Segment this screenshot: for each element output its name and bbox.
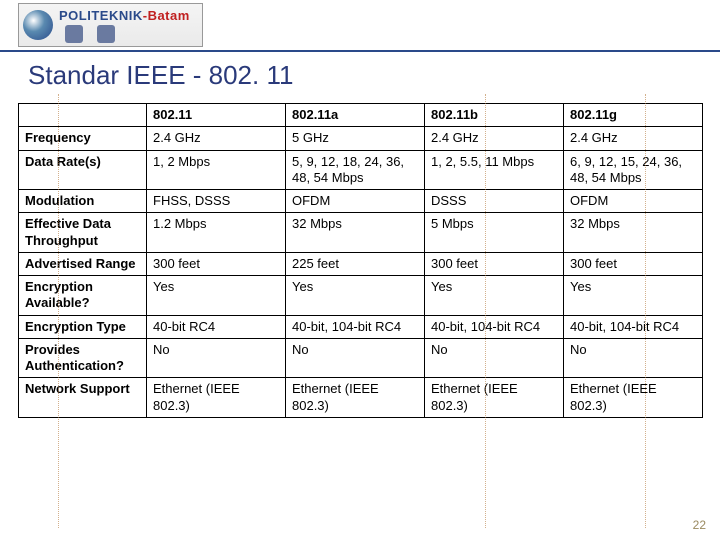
table-cell: 32 Mbps [286,213,425,253]
table-cell: 1.2 Mbps [147,213,286,253]
table-cell: Yes [425,276,564,316]
table-row: Frequency 2.4 GHz 5 GHz 2.4 GHz 2.4 GHz [19,127,703,150]
page-title: Standar IEEE - 802. 11 [0,52,720,103]
table-cell: 5 GHz [286,127,425,150]
table-cell: 1, 2 Mbps [147,150,286,190]
row-label: Provides Authentication? [19,338,147,378]
comparison-table: 802.11 802.11a 802.11b 802.11g Frequency… [18,103,703,418]
placeholder-guide [645,94,646,528]
table-cell: 300 feet [425,252,564,275]
row-label: Network Support [19,378,147,418]
table-cell: No [147,338,286,378]
table-cell: 40-bit, 104-bit RC4 [286,315,425,338]
page-number: 22 [693,518,706,532]
table-cell: 300 feet [564,252,703,275]
table-cell: Ethernet (IEEE 802.3) [147,378,286,418]
table-header-cell [19,104,147,127]
table-cell: 32 Mbps [564,213,703,253]
table-cell: 300 feet [147,252,286,275]
table-row: Data Rate(s) 1, 2 Mbps 5, 9, 12, 18, 24,… [19,150,703,190]
table-cell: 40-bit, 104-bit RC4 [425,315,564,338]
table-cell: Ethernet (IEEE 802.3) [425,378,564,418]
table-header-cell: 802.11 [147,104,286,127]
table-row: Provides Authentication? No No No No [19,338,703,378]
table-cell: 2.4 GHz [425,127,564,150]
table-cell: 1, 2, 5.5, 11 Mbps [425,150,564,190]
table-row: Encryption Available? Yes Yes Yes Yes [19,276,703,316]
logo-secondary-text: -Batam [143,8,190,23]
table-cell: 6, 9, 12, 15, 24, 36, 48, 54 Mbps [564,150,703,190]
table-row: Network Support Ethernet (IEEE 802.3) Et… [19,378,703,418]
table-cell: 2.4 GHz [147,127,286,150]
comparison-table-wrap: 802.11 802.11a 802.11b 802.11g Frequency… [0,103,720,418]
row-label: Effective Data Throughput [19,213,147,253]
placeholder-guide [58,94,59,528]
table-cell: 5, 9, 12, 18, 24, 36, 48, 54 Mbps [286,150,425,190]
table-header-row: 802.11 802.11a 802.11b 802.11g [19,104,703,127]
logo-sublogos [65,25,190,43]
mini-logo-icon [97,25,115,43]
table-body: Frequency 2.4 GHz 5 GHz 2.4 GHz 2.4 GHz … [19,127,703,418]
table-cell: 40-bit RC4 [147,315,286,338]
row-label: Encryption Available? [19,276,147,316]
table-cell: Ethernet (IEEE 802.3) [564,378,703,418]
table-cell: 225 feet [286,252,425,275]
logo-primary-text: POLITEKNIK [59,8,143,23]
table-cell: Ethernet (IEEE 802.3) [286,378,425,418]
logo-text-wrap: POLITEKNIK-Batam [59,7,190,43]
table-header-cell: 802.11b [425,104,564,127]
logo-box: POLITEKNIK-Batam [18,3,203,47]
table-cell: Yes [147,276,286,316]
table-cell: Yes [286,276,425,316]
table-row: Encryption Type 40-bit RC4 40-bit, 104-b… [19,315,703,338]
table-cell: No [425,338,564,378]
table-cell: 5 Mbps [425,213,564,253]
placeholder-guide [485,94,486,528]
row-label: Advertised Range [19,252,147,275]
row-label: Frequency [19,127,147,150]
table-header-cell: 802.11a [286,104,425,127]
mini-logo-icon [65,25,83,43]
table-cell: OFDM [564,190,703,213]
row-label: Modulation [19,190,147,213]
table-cell: No [564,338,703,378]
row-label: Data Rate(s) [19,150,147,190]
table-row: Effective Data Throughput 1.2 Mbps 32 Mb… [19,213,703,253]
table-row: Advertised Range 300 feet 225 feet 300 f… [19,252,703,275]
row-label: Encryption Type [19,315,147,338]
logo-swirl-icon [23,10,53,40]
header-banner: POLITEKNIK-Batam [0,0,720,52]
table-row: Modulation FHSS, DSSS OFDM DSSS OFDM [19,190,703,213]
table-cell: No [286,338,425,378]
table-cell: OFDM [286,190,425,213]
table-header-cell: 802.11g [564,104,703,127]
table-cell: Yes [564,276,703,316]
table-cell: 40-bit, 104-bit RC4 [564,315,703,338]
table-cell: DSSS [425,190,564,213]
table-cell: FHSS, DSSS [147,190,286,213]
table-cell: 2.4 GHz [564,127,703,150]
